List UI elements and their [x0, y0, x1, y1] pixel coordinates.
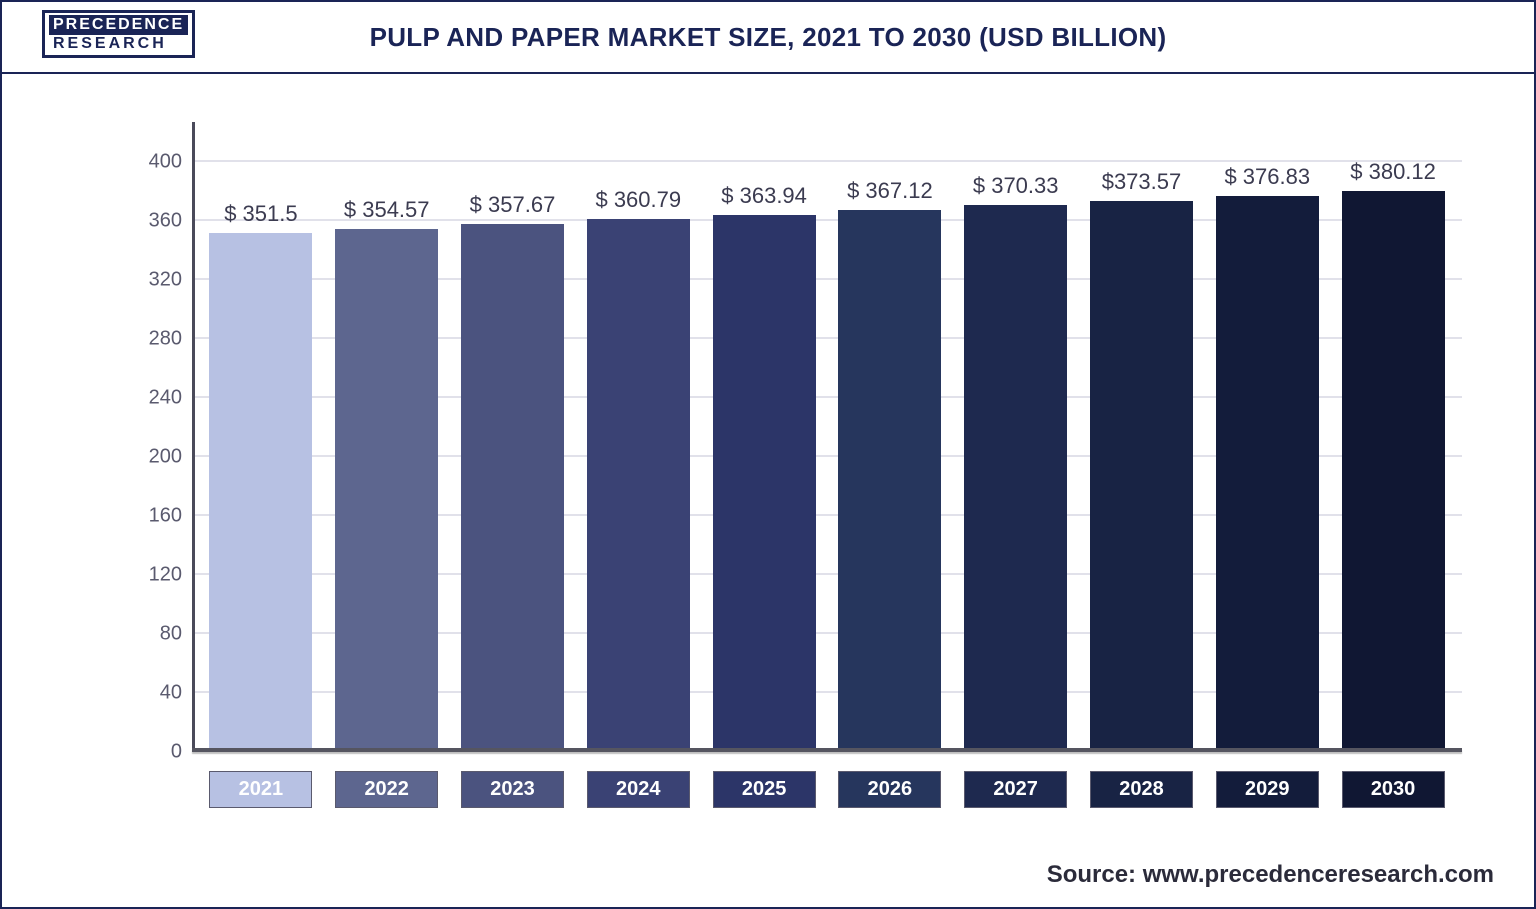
bar-slot: $ 351.5	[198, 132, 324, 752]
x-label: 2022	[324, 771, 450, 808]
logo-line1: PRECEDENCE	[49, 15, 188, 35]
bar-rect	[209, 233, 312, 752]
bar-slot: $ 363.94	[701, 132, 827, 752]
bar-value-label: $ 351.5	[224, 201, 297, 227]
y-tick: 160	[122, 504, 182, 527]
x-label-box: 2026	[838, 771, 941, 808]
bar-rect	[1090, 201, 1193, 752]
x-label-box: 2029	[1216, 771, 1319, 808]
bar-slot: $ 380.12	[1330, 132, 1456, 752]
bar-rect	[1342, 191, 1445, 752]
source-attribution: Source: www.precedenceresearch.com	[1047, 861, 1494, 889]
y-tick: 80	[122, 622, 182, 645]
x-label-box: 2022	[335, 771, 438, 808]
y-tick: 360	[122, 209, 182, 232]
bar-rect	[335, 229, 438, 752]
header: PRECEDENCE RESEARCH PULP AND PAPER MARKE…	[2, 2, 1534, 74]
bar-value-label: $ 380.12	[1350, 159, 1436, 185]
bar-rect	[838, 210, 941, 752]
x-label: 2021	[198, 771, 324, 808]
x-label-box: 2023	[461, 771, 564, 808]
bar-rect	[713, 215, 816, 752]
bar-value-label: $ 370.33	[973, 173, 1059, 199]
bar-value-label: $373.57	[1102, 169, 1182, 195]
x-label: 2023	[450, 771, 576, 808]
logo: PRECEDENCE RESEARCH	[42, 10, 195, 58]
x-label-box: 2021	[209, 771, 312, 808]
bar-slot: $ 360.79	[575, 132, 701, 752]
bar-slot: $ 354.57	[324, 132, 450, 752]
chart-frame: PRECEDENCE RESEARCH PULP AND PAPER MARKE…	[0, 0, 1536, 909]
x-label: 2026	[827, 771, 953, 808]
x-label: 2030	[1330, 771, 1456, 808]
bar-slot: $373.57	[1079, 132, 1205, 752]
bar-value-label: $ 360.79	[595, 187, 681, 213]
bar-slot: $ 367.12	[827, 132, 953, 752]
bars-container: $ 351.5 $ 354.57 $ 357.67 $ 360.79 $ 363.94 $…	[192, 132, 1462, 752]
bar-slot: $ 357.67	[450, 132, 576, 752]
x-label-box: 2027	[964, 771, 1067, 808]
x-label-box: 2025	[713, 771, 816, 808]
chart-title: PULP AND PAPER MARKET SIZE, 2021 TO 2030…	[2, 22, 1534, 53]
x-axis-line	[192, 748, 1462, 752]
x-label-box: 2030	[1342, 771, 1445, 808]
logo-box: PRECEDENCE RESEARCH	[42, 10, 195, 58]
logo-line2: RESEARCH	[49, 35, 188, 53]
y-tick: 0	[122, 741, 182, 764]
y-tick: 320	[122, 268, 182, 291]
x-label-box: 2028	[1090, 771, 1193, 808]
x-labels: 2021 2022 2023 2024 2025 2026 2027 2028 2029 2030	[192, 771, 1462, 808]
bar-value-label: $ 357.67	[470, 192, 556, 218]
bar-value-label: $ 376.83	[1224, 164, 1310, 190]
x-label: 2027	[953, 771, 1079, 808]
plot-area: 04080120160200240280320360400 $ 351.5$ 3…	[122, 132, 1462, 752]
bar-value-label: $ 363.94	[721, 183, 807, 209]
x-label: 2025	[701, 771, 827, 808]
y-tick: 240	[122, 386, 182, 409]
bar-rect	[587, 219, 690, 752]
y-tick: 40	[122, 681, 182, 704]
bar-slot: $ 370.33	[953, 132, 1079, 752]
y-tick: 200	[122, 445, 182, 468]
y-tick: 400	[122, 150, 182, 173]
x-label: 2029	[1204, 771, 1330, 808]
bar-value-label: $ 367.12	[847, 178, 933, 204]
bar-slot: $ 376.83	[1204, 132, 1330, 752]
bar-rect	[964, 205, 1067, 752]
y-tick: 120	[122, 563, 182, 586]
bar-rect	[461, 224, 564, 752]
y-axis: 04080120160200240280320360400	[122, 132, 192, 752]
x-label-box: 2024	[587, 771, 690, 808]
bar-value-label: $ 354.57	[344, 197, 430, 223]
x-label: 2024	[575, 771, 701, 808]
y-tick: 280	[122, 327, 182, 350]
x-label: 2028	[1079, 771, 1205, 808]
bar-rect	[1216, 196, 1319, 752]
